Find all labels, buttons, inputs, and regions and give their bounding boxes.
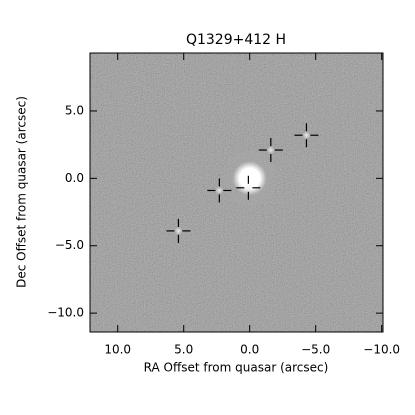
x-tick-label: −10.0 <box>363 343 400 357</box>
marked-source <box>166 218 191 243</box>
x-tick-label: −5.0 <box>301 343 330 357</box>
chart-title: Q1329+412 H <box>186 32 286 48</box>
y-tick-label: 5.0 <box>65 103 84 117</box>
source-glow <box>215 186 224 195</box>
x-tick-label: 0.0 <box>240 343 259 357</box>
marked-source <box>294 123 319 148</box>
y-tick-label: −10.0 <box>47 306 84 320</box>
source-glow <box>244 183 253 192</box>
y-tick-label: −5.0 <box>55 238 84 252</box>
y-tick-label: 0.0 <box>65 171 84 185</box>
image-noise <box>90 53 383 332</box>
quasar <box>232 161 267 196</box>
y-axis-label: Dec Offset from quasar (arcsec) <box>15 96 29 288</box>
x-tick-label: 10.0 <box>104 343 131 357</box>
x-axis-label: RA Offset from quasar (arcsec) <box>144 361 329 375</box>
marked-source <box>207 178 232 203</box>
marked-source <box>258 138 283 163</box>
marked-source <box>236 175 261 200</box>
source-glow <box>174 226 183 235</box>
x-tick-label: 5.0 <box>174 343 193 357</box>
source-glow <box>302 131 311 140</box>
plot-frame <box>89 52 384 333</box>
source-glow <box>266 146 275 155</box>
